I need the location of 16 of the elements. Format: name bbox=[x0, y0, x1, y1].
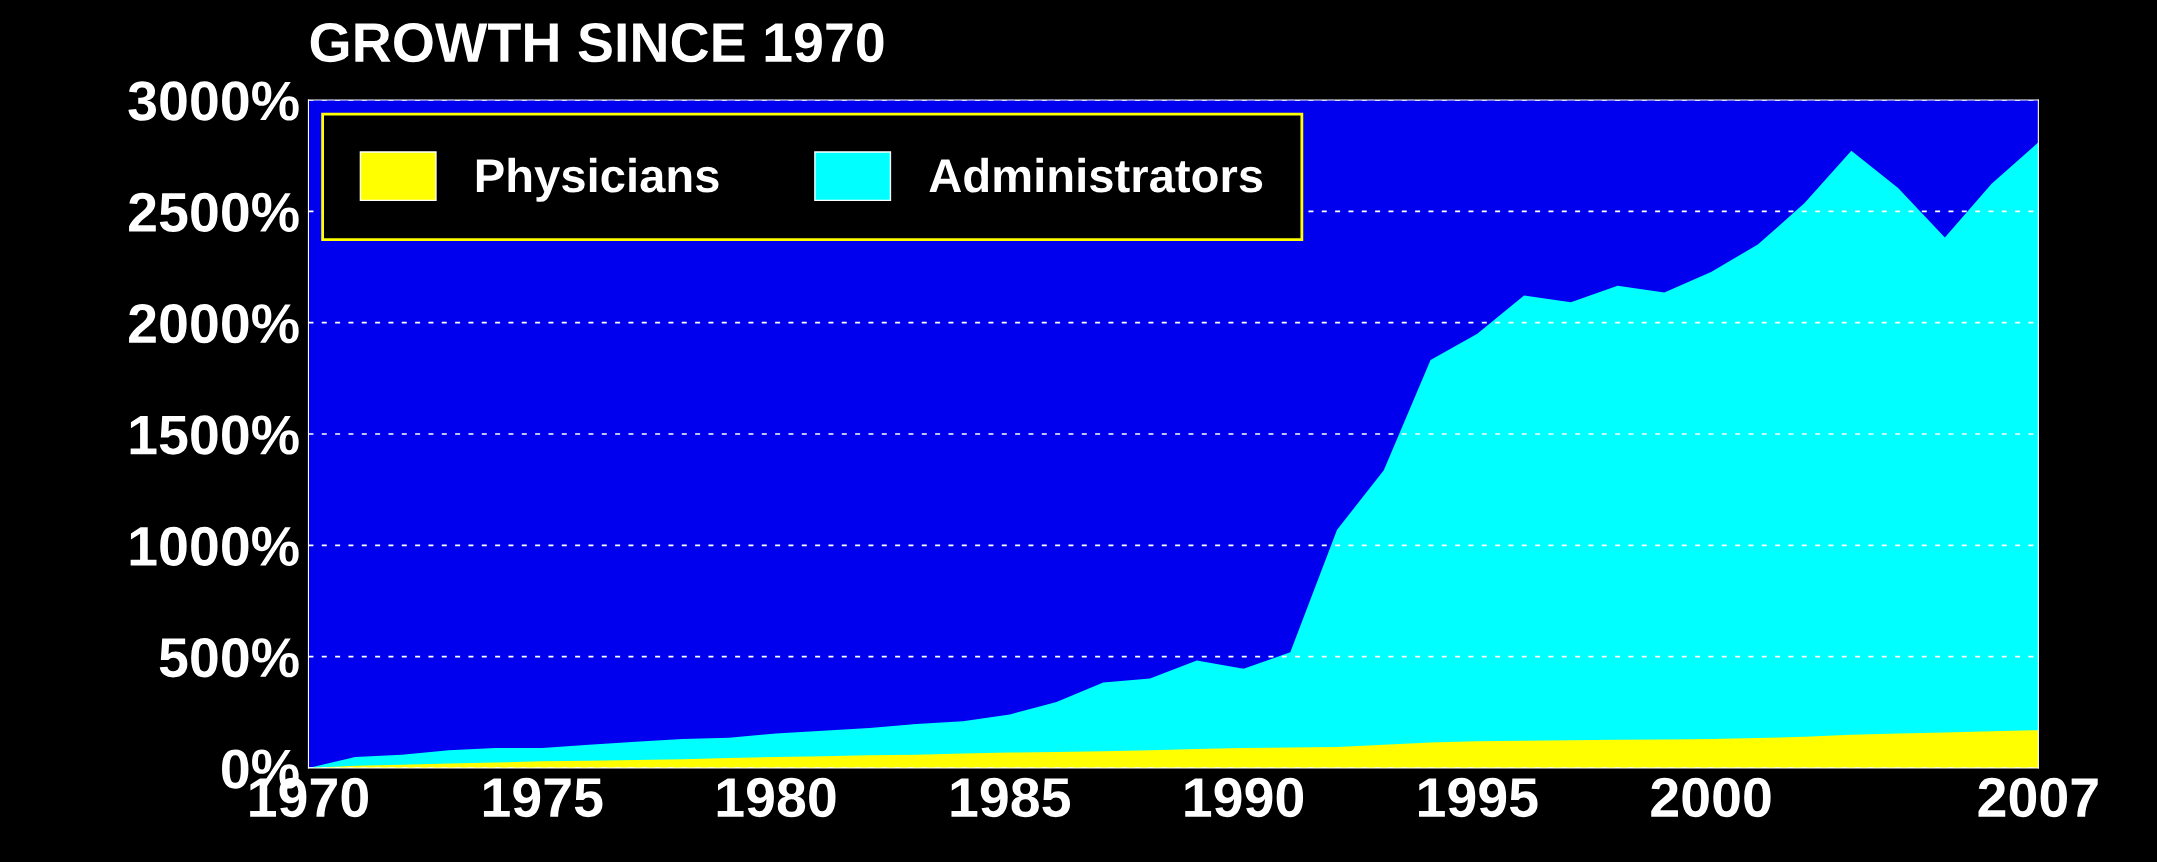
y-tick-label: 500% bbox=[159, 638, 299, 678]
x-tick-label: 1990 bbox=[1185, 777, 1304, 818]
legend-label: Administrators bbox=[929, 157, 1263, 193]
x-tick-label: 1985 bbox=[951, 777, 1071, 818]
x-tick-label: 1975 bbox=[483, 777, 603, 818]
y-tick-label: 2500% bbox=[129, 192, 299, 233]
y-tick-label: 1500% bbox=[130, 415, 299, 455]
x-tick-label: 2000 bbox=[1651, 777, 1771, 818]
y-tick-label: 2000% bbox=[129, 304, 299, 344]
y-tick-label: 3000% bbox=[128, 81, 299, 121]
y-tick-label: 1000% bbox=[130, 526, 299, 567]
x-tick-label: 1980 bbox=[717, 777, 836, 818]
legend-label: Physicians bbox=[476, 157, 719, 202]
x-tick-label: 2007 bbox=[1978, 777, 2098, 818]
x-tick-label: 1995 bbox=[1419, 777, 1538, 818]
chart-title: GROWTH SINCE 1970 bbox=[310, 22, 884, 63]
